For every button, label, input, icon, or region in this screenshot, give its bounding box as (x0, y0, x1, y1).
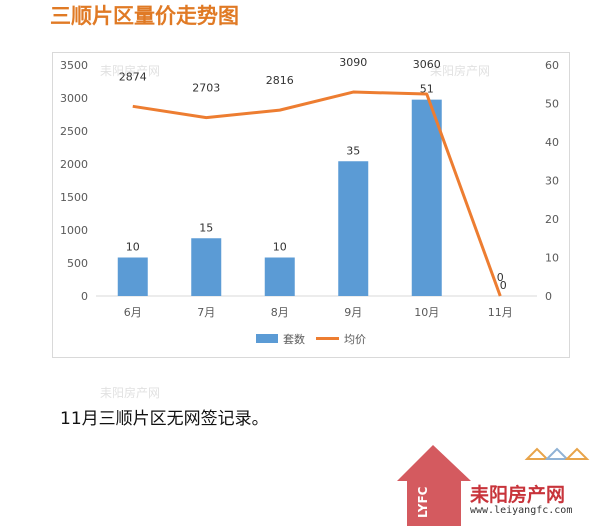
bar-value-label: 0 (500, 279, 507, 292)
y-right-axis: 0 10 20 30 40 50 60 (545, 59, 559, 303)
legend-swatch-bar (256, 334, 278, 343)
line-value-label: 3060 (413, 58, 441, 71)
line-data-labels: 2874 2703 2816 3090 3060 0 (119, 56, 504, 284)
y-left-tick-label: 3500 (60, 59, 88, 72)
site-logo (397, 445, 590, 526)
legend-label: 套数 (283, 333, 305, 346)
bar-value-label: 35 (346, 144, 360, 157)
y-left-tick-label: 1000 (60, 224, 88, 237)
watermark-text: 耒阳房产网 (100, 64, 161, 78)
y-left-tick-label: 2500 (60, 125, 88, 138)
bar (117, 257, 148, 296)
line-value-label: 0 (497, 271, 504, 284)
y-right-tick-label: 50 (545, 98, 559, 111)
x-tick-label: 8月 (271, 306, 289, 319)
bar-value-label: 51 (420, 83, 434, 96)
y-right-tick-label: 10 (545, 252, 559, 265)
x-axis: 6月 7月 8月 9月 10月 11月 (124, 306, 513, 319)
line-value-label: 2816 (266, 74, 294, 87)
bar (338, 161, 369, 296)
y-left-tick-label: 3000 (60, 92, 88, 105)
y-right-tick-label: 20 (545, 213, 559, 226)
y-left-tick-label: 0 (81, 290, 88, 303)
x-tick-label: 10月 (414, 306, 439, 319)
watermark-text: 耒阳房产网 (430, 64, 491, 78)
roof-icon (524, 447, 550, 460)
y-left-axis: 0 500 1000 1500 2000 2500 3000 3500 (60, 59, 88, 303)
x-tick-label: 6月 (124, 306, 142, 319)
bar-data-labels: 10 15 10 35 51 0 (126, 83, 507, 292)
roof-icon (564, 447, 590, 460)
bar-value-label: 10 (273, 241, 287, 254)
logo-text: 耒阳房产网 (470, 484, 566, 506)
y-right-tick-label: 60 (545, 59, 559, 72)
watermark-text: 耒阳房产网 (100, 386, 161, 400)
line-value-label: 2874 (119, 70, 147, 83)
logo-url: www.leiyangfc.com (470, 505, 573, 516)
line-value-label: 2703 (192, 82, 220, 95)
y-right-tick-label: 30 (545, 175, 559, 188)
bar (264, 257, 295, 296)
page-title: 三顺片区量价走势图 (50, 4, 239, 28)
line-value-label: 3090 (339, 56, 367, 69)
chart-area (52, 52, 570, 358)
logo-mark: LYFC (416, 486, 430, 518)
y-right-tick-label: 0 (545, 290, 552, 303)
y-left-tick-label: 2000 (60, 158, 88, 171)
note-text: 11月三顺片区无网签记录。 (60, 409, 269, 429)
y-left-tick-label: 1500 (60, 191, 88, 204)
legend: 套数 均价 (256, 333, 366, 346)
y-right-tick-label: 40 (545, 136, 559, 149)
x-tick-label: 9月 (344, 306, 362, 319)
bar-value-label: 10 (126, 241, 140, 254)
house-icon (397, 445, 471, 526)
x-tick-label: 11月 (488, 306, 513, 319)
bar (411, 99, 442, 297)
bar-series (117, 99, 442, 297)
y-left-tick-label: 500 (67, 257, 88, 270)
x-tick-label: 7月 (197, 306, 215, 319)
bar-value-label: 15 (199, 221, 213, 234)
price-line (132, 90, 502, 297)
bar (191, 238, 222, 296)
legend-label: 均价 (344, 333, 366, 346)
roof-icon (544, 447, 570, 460)
